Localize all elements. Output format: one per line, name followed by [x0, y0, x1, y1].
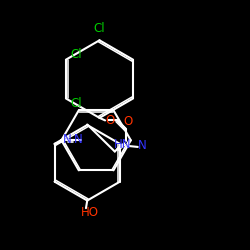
Text: HN: HN: [114, 138, 132, 151]
Text: O: O: [123, 116, 132, 128]
Text: O: O: [106, 114, 115, 128]
Text: Cl: Cl: [94, 22, 105, 35]
Text: N: N: [138, 140, 146, 152]
Text: Cl: Cl: [71, 96, 83, 110]
Text: N: N: [74, 133, 82, 146]
Text: HO: HO: [81, 206, 99, 219]
Text: N: N: [62, 133, 71, 146]
Text: Cl: Cl: [71, 48, 83, 60]
